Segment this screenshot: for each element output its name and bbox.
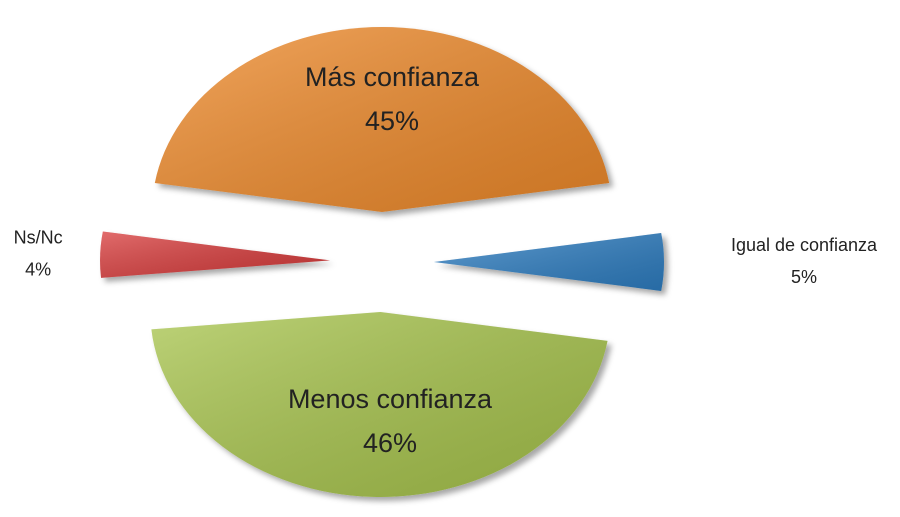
slice-value-label: 45% (365, 106, 419, 136)
slice-label: Más confianza (305, 62, 480, 92)
slice-label: Igual de confianza (731, 235, 878, 255)
slice-value-label: 46% (363, 428, 417, 458)
slice-value-label: 4% (25, 259, 51, 279)
slice-shading (154, 26, 610, 213)
slice-shading (151, 311, 608, 497)
slice-label: Menos confianza (288, 384, 493, 414)
slice-label: Ns/Nc (14, 227, 63, 247)
slice-shading (434, 233, 664, 291)
slice-value-label: 5% (791, 267, 817, 287)
slice-shading (100, 231, 331, 278)
